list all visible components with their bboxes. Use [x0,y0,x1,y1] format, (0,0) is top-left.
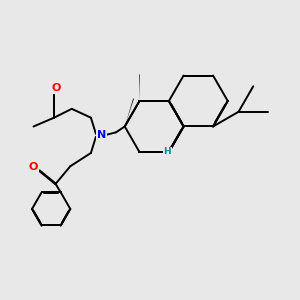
Polygon shape [139,74,140,101]
Text: H: H [164,148,171,157]
Text: N: N [97,130,106,140]
Text: O: O [29,162,38,172]
Text: O: O [52,82,61,93]
Polygon shape [125,98,134,127]
